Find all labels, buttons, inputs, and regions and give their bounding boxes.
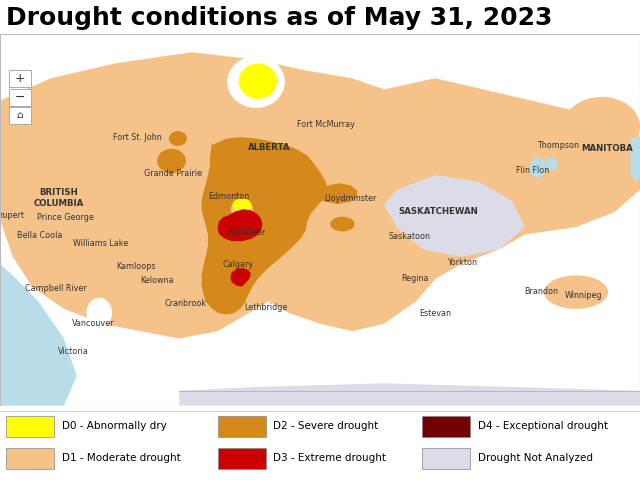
Text: D1 - Moderate drought: D1 - Moderate drought bbox=[62, 454, 181, 463]
Polygon shape bbox=[179, 383, 640, 406]
Text: Grande Prairie: Grande Prairie bbox=[144, 168, 202, 178]
Text: Lethbridge: Lethbridge bbox=[244, 302, 287, 312]
Ellipse shape bbox=[227, 56, 285, 108]
Polygon shape bbox=[0, 264, 77, 406]
Ellipse shape bbox=[544, 276, 608, 309]
Bar bbox=[6, 416, 54, 437]
Bar bbox=[6, 448, 54, 469]
Ellipse shape bbox=[232, 198, 252, 213]
Polygon shape bbox=[0, 52, 640, 339]
Ellipse shape bbox=[530, 157, 545, 178]
Text: −: − bbox=[15, 91, 25, 104]
Text: Campbell River: Campbell River bbox=[26, 284, 87, 293]
Bar bbox=[218, 416, 266, 437]
Text: Drought conditions as of May 31, 2023: Drought conditions as of May 31, 2023 bbox=[6, 6, 553, 30]
Text: Vancouver: Vancouver bbox=[72, 319, 114, 327]
Polygon shape bbox=[312, 183, 357, 204]
Polygon shape bbox=[384, 175, 525, 257]
Polygon shape bbox=[630, 138, 640, 182]
Ellipse shape bbox=[330, 216, 355, 231]
Text: Winnipeg: Winnipeg bbox=[565, 291, 602, 300]
Text: Edmonton: Edmonton bbox=[209, 192, 250, 201]
Text: Lloydminster: Lloydminster bbox=[324, 193, 377, 203]
Bar bbox=[9, 70, 31, 87]
Bar bbox=[9, 107, 31, 124]
Text: D3 - Extreme drought: D3 - Extreme drought bbox=[273, 454, 387, 463]
Text: MANITOBA: MANITOBA bbox=[581, 144, 632, 154]
Ellipse shape bbox=[102, 255, 147, 288]
Text: Red Deer: Red Deer bbox=[228, 228, 265, 237]
Text: Saskatoon: Saskatoon bbox=[388, 232, 431, 241]
Text: BRITISH
COLUMBIA: BRITISH COLUMBIA bbox=[34, 188, 84, 208]
Text: Kelowna: Kelowna bbox=[140, 276, 173, 286]
Text: Bella Coola: Bella Coola bbox=[17, 231, 62, 240]
Polygon shape bbox=[230, 268, 251, 287]
Text: Yorkton: Yorkton bbox=[447, 258, 477, 267]
Text: ALBERTA: ALBERTA bbox=[248, 143, 290, 152]
Ellipse shape bbox=[340, 214, 366, 233]
Ellipse shape bbox=[546, 157, 557, 171]
Text: D0 - Abnormally dry: D0 - Abnormally dry bbox=[62, 421, 167, 432]
Text: Victoria: Victoria bbox=[58, 347, 89, 356]
Bar bbox=[422, 416, 470, 437]
Text: Estevan: Estevan bbox=[419, 309, 451, 318]
Text: Drought Not Analyzed: Drought Not Analyzed bbox=[478, 454, 593, 463]
Bar bbox=[218, 448, 266, 469]
Ellipse shape bbox=[169, 131, 187, 146]
Text: ⌂: ⌂ bbox=[17, 110, 23, 120]
Text: Cranbrook: Cranbrook bbox=[164, 299, 207, 308]
Text: Regina: Regina bbox=[401, 274, 428, 283]
Text: Kamloops: Kamloops bbox=[116, 262, 156, 271]
Text: +: + bbox=[15, 72, 25, 85]
Text: Fort McMurray: Fort McMurray bbox=[298, 120, 355, 129]
Text: Flin Flon: Flin Flon bbox=[516, 166, 549, 175]
Text: Brandon: Brandon bbox=[524, 287, 558, 296]
Ellipse shape bbox=[239, 63, 277, 99]
Text: SASKATCHEWAN: SASKATCHEWAN bbox=[399, 207, 478, 216]
Polygon shape bbox=[218, 209, 262, 241]
Ellipse shape bbox=[563, 97, 640, 156]
Ellipse shape bbox=[157, 149, 186, 173]
Text: Prince George: Prince George bbox=[37, 213, 93, 222]
Polygon shape bbox=[202, 137, 328, 314]
Ellipse shape bbox=[396, 229, 434, 255]
Bar bbox=[9, 88, 31, 106]
Ellipse shape bbox=[13, 201, 58, 235]
Bar bbox=[422, 448, 470, 469]
Text: Williams Lake: Williams Lake bbox=[73, 240, 128, 248]
Text: rupert: rupert bbox=[0, 211, 24, 220]
Text: Calgary: Calgary bbox=[223, 261, 253, 269]
Text: Fort St. John: Fort St. John bbox=[113, 133, 162, 142]
Text: D2 - Severe drought: D2 - Severe drought bbox=[273, 421, 378, 432]
Text: Thompson: Thompson bbox=[537, 142, 579, 150]
Text: D4 - Exceptional drought: D4 - Exceptional drought bbox=[478, 421, 608, 432]
Polygon shape bbox=[0, 138, 77, 190]
Ellipse shape bbox=[86, 298, 112, 327]
Ellipse shape bbox=[231, 201, 253, 217]
